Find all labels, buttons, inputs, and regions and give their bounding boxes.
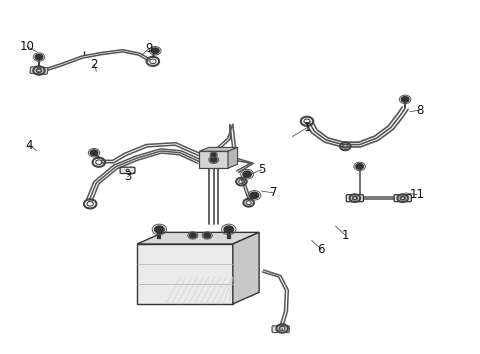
- Circle shape: [243, 171, 252, 177]
- Text: 6: 6: [318, 243, 325, 256]
- FancyBboxPatch shape: [346, 195, 363, 202]
- Circle shape: [155, 226, 164, 233]
- Polygon shape: [137, 244, 233, 304]
- Polygon shape: [137, 232, 259, 244]
- Circle shape: [35, 54, 43, 60]
- Text: 1: 1: [303, 121, 311, 134]
- Circle shape: [211, 153, 216, 156]
- Circle shape: [152, 48, 159, 53]
- Text: 7: 7: [270, 186, 277, 199]
- FancyBboxPatch shape: [272, 326, 289, 332]
- Polygon shape: [199, 147, 238, 151]
- Circle shape: [401, 97, 409, 102]
- Circle shape: [190, 233, 196, 238]
- Text: 11: 11: [409, 188, 425, 201]
- FancyBboxPatch shape: [394, 195, 411, 202]
- Polygon shape: [228, 147, 238, 168]
- Circle shape: [356, 164, 363, 169]
- Text: 5: 5: [258, 164, 265, 176]
- Circle shape: [250, 192, 259, 199]
- Circle shape: [204, 233, 211, 238]
- Text: 2: 2: [90, 58, 98, 71]
- Text: 9: 9: [145, 42, 153, 55]
- Circle shape: [90, 150, 98, 155]
- Text: 8: 8: [416, 103, 423, 116]
- Polygon shape: [199, 151, 228, 168]
- Circle shape: [210, 157, 217, 162]
- Circle shape: [224, 226, 234, 233]
- Text: 1: 1: [342, 229, 349, 242]
- Text: 10: 10: [20, 40, 35, 53]
- Polygon shape: [233, 232, 259, 304]
- FancyBboxPatch shape: [120, 167, 135, 173]
- FancyBboxPatch shape: [30, 67, 48, 74]
- Text: 3: 3: [124, 171, 131, 183]
- Text: 4: 4: [25, 139, 33, 152]
